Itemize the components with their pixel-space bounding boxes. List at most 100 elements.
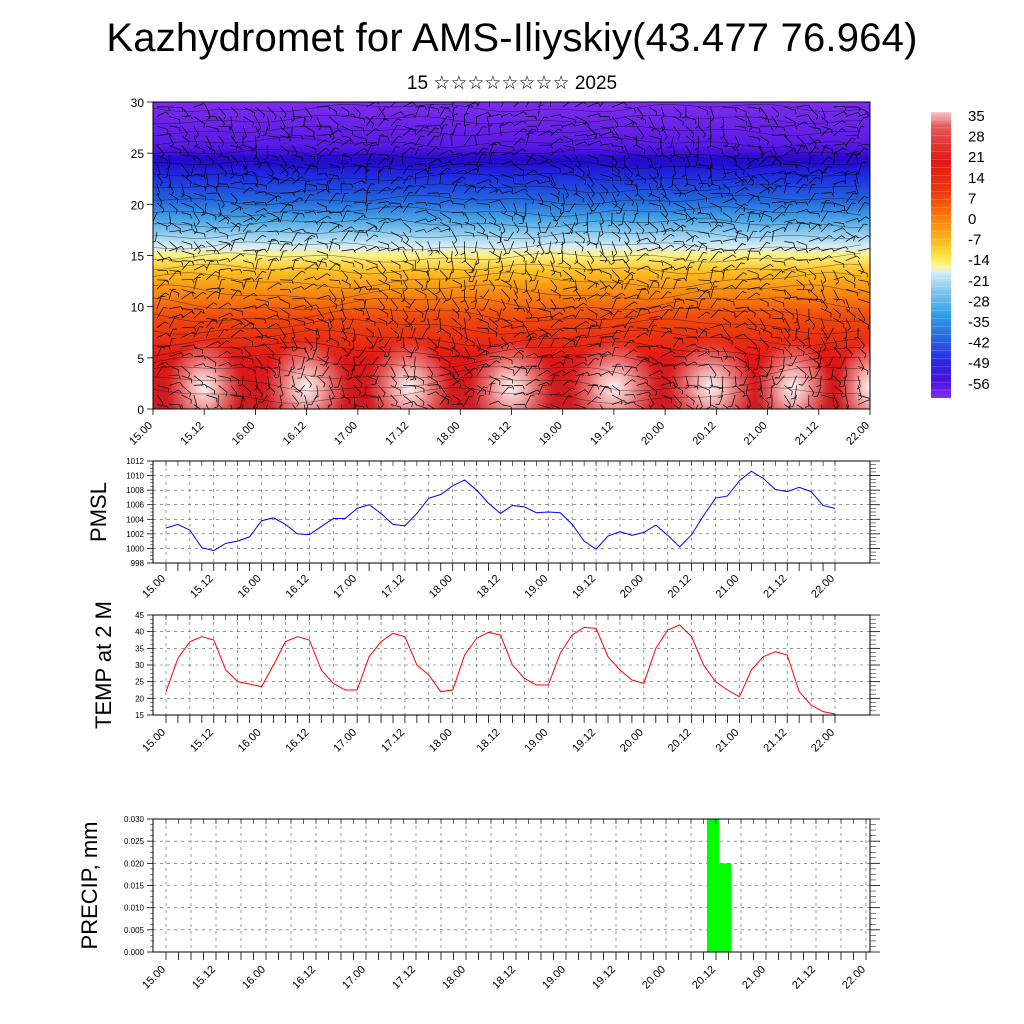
wind-barb-flag [214,362,217,367]
wind-barb [525,298,531,311]
wind-barb-flag [520,138,525,141]
wind-barb-flag [325,189,329,193]
wind-barb-flag [805,410,806,414]
wind-barb [611,399,624,405]
wind-barb-flag [530,315,533,320]
wind-barb-flag [805,202,809,206]
wind-barb [337,375,342,388]
wind-barb-flag [650,403,654,408]
wind-barb [817,346,822,359]
wind-barb-flag [807,289,810,294]
wind-barb [365,226,375,233]
wind-barb [710,248,722,252]
wind-barb-flag [742,291,747,294]
wind-barb [267,195,278,204]
wind-barb [279,375,282,386]
wind-barb [427,147,437,156]
wind-barb-flag [591,193,595,197]
wind-barb [255,298,269,302]
wind-barb-flag [579,309,584,311]
wind-barb [193,231,205,234]
wind-barb-flag [808,224,811,229]
wind-barb-flag [324,283,328,287]
wind-barb [710,145,723,151]
wind-barb-flag [761,375,766,378]
wind-barb-flag [613,253,618,257]
isotherm [153,376,862,392]
wind-barb [660,145,663,155]
wind-barb [169,381,180,386]
wind-barb [341,260,354,264]
wind-barb-flag [460,223,463,228]
wind-barb [499,125,502,136]
wind-barb [414,146,420,156]
wind-barb [267,296,279,300]
wind-barb-flag [779,162,782,167]
wind-barb-flag [838,355,842,360]
wind-barb [328,308,335,320]
wind-barb [378,327,383,340]
wind-barb-flag [560,114,563,119]
wind-barb-flag [449,271,454,275]
wind-barb [784,385,793,392]
wind-barb [771,308,784,315]
wind-barb [673,221,684,229]
wind-barb-flag [767,417,771,418]
wind-barb [820,270,827,281]
wind-barb-flag [570,160,573,165]
wind-barb [660,126,668,137]
wind-barb [587,317,598,323]
wind-barb [525,193,535,201]
wind-barb [427,212,437,218]
wind-barb [402,375,415,378]
wind-barb-flag [560,211,565,215]
wind-barb-flag [536,378,540,382]
wind-barb [648,344,662,348]
wind-barb [501,279,512,286]
wind-barb [488,250,501,258]
wind-barb-flag [384,165,389,168]
wind-barb-flag [213,406,218,409]
wind-barb [464,212,470,221]
wind-barb [341,139,350,146]
wind-barb [476,221,485,231]
x-tick-label: 16.00 [230,420,258,448]
wind-barb [193,404,202,409]
wind-barb [316,183,327,186]
wind-barb-flag [246,414,250,415]
wind-barb-flag [503,239,508,242]
wind-barb-flag [363,188,367,192]
wind-barb-flag [522,385,525,390]
wind-barb [279,266,292,271]
wind-barb-flag [644,358,649,361]
wind-barb-flag [395,307,398,312]
wind-barb-flag [814,192,819,195]
wind-barb-flag [483,365,488,368]
wind-barb-flag [243,397,245,402]
wind-barb-flag [204,185,209,189]
wind-barb-flag [562,308,566,313]
wind-barb-flag [165,361,169,365]
wind-barb-flag [641,229,645,234]
wind-barb [636,358,645,367]
wind-barb [513,102,520,108]
wind-barb-flag [598,343,602,348]
wind-barb-flag [214,228,216,233]
wind-barb [316,139,326,146]
wind-barb-flag [444,107,449,109]
wind-barb-flag [538,365,541,370]
wind-barb-flag [732,357,735,362]
wind-barb-flag [617,229,621,234]
wind-barb [279,203,289,213]
wind-barb [858,247,870,252]
wind-barb [550,329,561,338]
wind-barb [575,122,587,127]
wind-barb [193,116,205,125]
wind-barb [156,385,169,389]
wind-barb [267,270,272,280]
wind-barb-flag [586,122,590,127]
wind-barb-flag [338,138,343,142]
wind-barb [279,317,290,322]
wind-barb-flag [386,313,389,318]
wind-barb [328,147,336,156]
